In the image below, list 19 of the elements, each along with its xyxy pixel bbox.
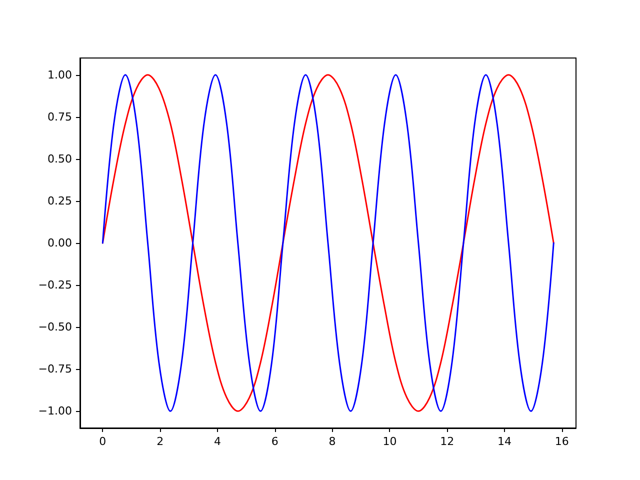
y-tick-label: 0.25	[48, 194, 72, 208]
line-series	[102, 74, 554, 412]
y-tick-label: −1.00	[38, 404, 72, 418]
y-tick-label: 0.75	[48, 110, 72, 124]
x-tick-label: 16	[554, 435, 569, 448]
x-tick-label: 10	[382, 435, 397, 448]
x-tick-label: 12	[440, 435, 454, 448]
x-tick-label: 4	[214, 435, 221, 448]
x-tick-label: 0	[99, 435, 106, 448]
x-tick-label: 8	[328, 435, 336, 448]
y-tick-label: −0.50	[38, 320, 72, 334]
y-tick-label: 1.00	[48, 68, 72, 82]
x-tick-label: 2	[156, 435, 164, 448]
y-tick-label: −0.75	[38, 362, 72, 376]
x-tick-label: 6	[271, 435, 278, 448]
y-tick-label: −0.25	[38, 278, 72, 292]
y-tick-label: 0.50	[48, 152, 72, 166]
y-tick-label: 0.00	[48, 236, 72, 250]
x-tick-label: 14	[498, 435, 512, 448]
